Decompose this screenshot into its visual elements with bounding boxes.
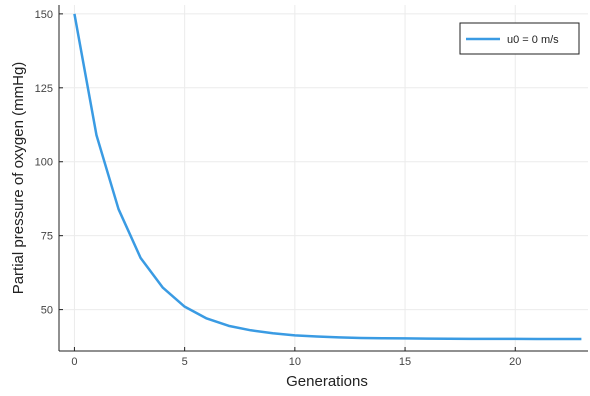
y-tick-label: 150	[35, 9, 53, 21]
legend-label: u0 = 0 m/s	[507, 34, 559, 46]
tick-labels: 0 5 10 15 20 50 75 100 125 150	[35, 9, 522, 368]
series-lines	[73, 13, 582, 341]
legend: u0 = 0 m/s	[459, 22, 580, 55]
x-axis-title: Generations	[286, 373, 368, 390]
series-line	[73, 13, 582, 341]
y-axis-title: Partial pressure of oxygen (mmHg)	[10, 62, 27, 295]
x-tick-label: 15	[399, 356, 411, 368]
y-tick-label: 100	[35, 157, 53, 169]
x-tick-label: 20	[509, 356, 521, 368]
x-tick-label: 10	[289, 356, 301, 368]
grid-lines	[59, 5, 588, 351]
x-tick-label: 5	[182, 356, 188, 368]
axes	[58, 5, 588, 352]
y-tick-label: 75	[41, 231, 53, 243]
x-tick-label: 0	[71, 356, 77, 368]
y-tick-label: 125	[35, 83, 53, 95]
y-tick-label: 50	[41, 305, 53, 317]
